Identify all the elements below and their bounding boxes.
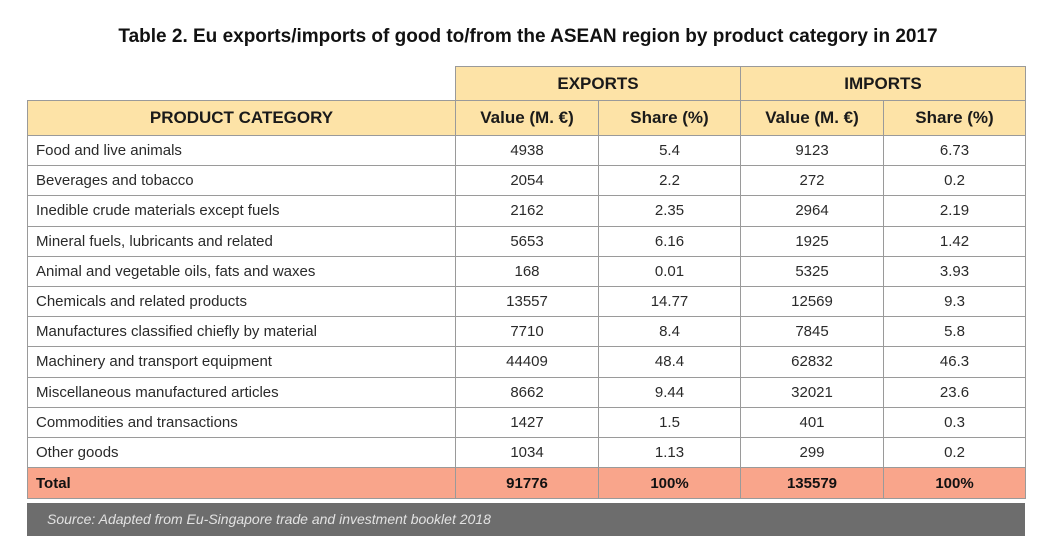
category-cell: Beverages and tobacco — [27, 165, 456, 197]
table-row: Miscellaneous manufactured articles 8662… — [27, 376, 1027, 408]
exports-value-cell: 4938 — [455, 134, 599, 167]
exports-share-cell: 0.01 — [598, 255, 741, 287]
imports-share-cell: 23.6 — [882, 376, 1027, 408]
table-row: Food and live animals 4938 5.4 9123 6.73 — [27, 134, 1027, 167]
imports-value-cell: 62832 — [740, 346, 884, 378]
imports-share-cell: 46.3 — [882, 346, 1027, 378]
column-header-exports-share: Share (%) — [598, 100, 741, 136]
group-header-exports: EXPORTS — [455, 66, 741, 101]
imports-value-cell: 7845 — [740, 316, 884, 348]
column-header-exports-value: Value (M. €) — [455, 100, 599, 136]
imports-value-cell: 32021 — [740, 376, 884, 408]
exports-share-cell: 8.4 — [598, 316, 741, 348]
exports-value-cell: 8662 — [455, 376, 599, 408]
trade-table: EXPORTS IMPORTS PRODUCT CATEGORY Value (… — [27, 66, 1027, 500]
category-cell: Chemicals and related products — [27, 285, 456, 318]
column-header-row: PRODUCT CATEGORY Value (M. €) Share (%) … — [27, 100, 1027, 136]
table-row: Animal and vegetable oils, fats and waxe… — [27, 255, 1027, 287]
exports-value-cell: 44409 — [455, 346, 599, 378]
imports-share-cell: 2.19 — [882, 195, 1027, 227]
imports-value-cell: 299 — [740, 436, 884, 469]
exports-share-cell: 14.77 — [598, 285, 741, 318]
total-imports-share-cell: 100% — [882, 467, 1027, 500]
group-header-blank — [27, 66, 456, 101]
exports-value-cell: 5653 — [455, 225, 599, 257]
total-row: Total 91776 100% 135579 100% — [27, 467, 1027, 500]
exports-value-cell: 168 — [455, 255, 599, 287]
exports-value-cell: 1427 — [455, 406, 599, 438]
category-cell: Miscellaneous manufactured articles — [27, 376, 456, 408]
imports-value-cell: 1925 — [740, 225, 884, 257]
imports-share-cell: 3.93 — [882, 255, 1027, 287]
imports-share-cell: 0.2 — [882, 436, 1027, 469]
exports-value-cell: 1034 — [455, 436, 599, 469]
total-exports-share-cell: 100% — [598, 467, 741, 500]
column-header-product-category: PRODUCT CATEGORY — [27, 100, 456, 136]
table-row: Beverages and tobacco 2054 2.2 272 0.2 — [27, 165, 1027, 197]
imports-share-cell: 5.8 — [882, 316, 1027, 348]
table-title: Table 2. Eu exports/imports of good to/f… — [118, 26, 938, 47]
category-cell: Commodities and transactions — [27, 406, 456, 438]
group-header-imports: IMPORTS — [739, 66, 1027, 101]
imports-share-cell: 0.2 — [882, 165, 1027, 197]
exports-share-cell: 48.4 — [598, 346, 741, 378]
exports-share-cell: 9.44 — [598, 376, 741, 408]
exports-share-cell: 2.2 — [598, 165, 741, 197]
table-row: Mineral fuels, lubricants and related 56… — [27, 225, 1027, 257]
table-row: Inedible crude materials except fuels 21… — [27, 195, 1027, 227]
total-imports-value-cell: 135579 — [740, 467, 884, 500]
exports-share-cell: 1.5 — [598, 406, 741, 438]
category-cell: Inedible crude materials except fuels — [27, 195, 456, 227]
imports-value-cell: 5325 — [740, 255, 884, 287]
total-label-cell: Total — [27, 467, 456, 500]
source-note: Source: Adapted from Eu-Singapore trade … — [27, 503, 1025, 536]
category-cell: Animal and vegetable oils, fats and waxe… — [27, 255, 456, 287]
table-row: Machinery and transport equipment 44409 … — [27, 346, 1027, 378]
exports-value-cell: 13557 — [455, 285, 599, 318]
exports-value-cell: 2162 — [455, 195, 599, 227]
imports-value-cell: 12569 — [740, 285, 884, 318]
table-row: Chemicals and related products 13557 14.… — [27, 285, 1027, 318]
category-cell: Manufactures classified chiefly by mater… — [27, 316, 456, 348]
exports-share-cell: 2.35 — [598, 195, 741, 227]
imports-value-cell: 272 — [740, 165, 884, 197]
column-header-imports-share: Share (%) — [882, 100, 1027, 136]
table-row: Commodities and transactions 1427 1.5 40… — [27, 406, 1027, 438]
group-header-row: EXPORTS IMPORTS — [27, 66, 1027, 101]
exports-value-cell: 2054 — [455, 165, 599, 197]
column-header-imports-value: Value (M. €) — [740, 100, 884, 136]
exports-value-cell: 7710 — [455, 316, 599, 348]
exports-share-cell: 6.16 — [598, 225, 741, 257]
total-exports-value-cell: 91776 — [455, 467, 599, 500]
imports-share-cell: 1.42 — [882, 225, 1027, 257]
table-row: Other goods 1034 1.13 299 0.2 — [27, 436, 1027, 469]
imports-value-cell: 2964 — [740, 195, 884, 227]
table-row: Manufactures classified chiefly by mater… — [27, 316, 1027, 348]
category-cell: Machinery and transport equipment — [27, 346, 456, 378]
category-cell: Mineral fuels, lubricants and related — [27, 225, 456, 257]
category-cell: Other goods — [27, 436, 456, 469]
imports-share-cell: 9.3 — [882, 285, 1027, 318]
imports-share-cell: 6.73 — [882, 134, 1027, 167]
exports-share-cell: 1.13 — [598, 436, 741, 469]
imports-value-cell: 401 — [740, 406, 884, 438]
imports-value-cell: 9123 — [740, 134, 884, 167]
exports-share-cell: 5.4 — [598, 134, 741, 167]
imports-share-cell: 0.3 — [882, 406, 1027, 438]
category-cell: Food and live animals — [27, 134, 456, 167]
